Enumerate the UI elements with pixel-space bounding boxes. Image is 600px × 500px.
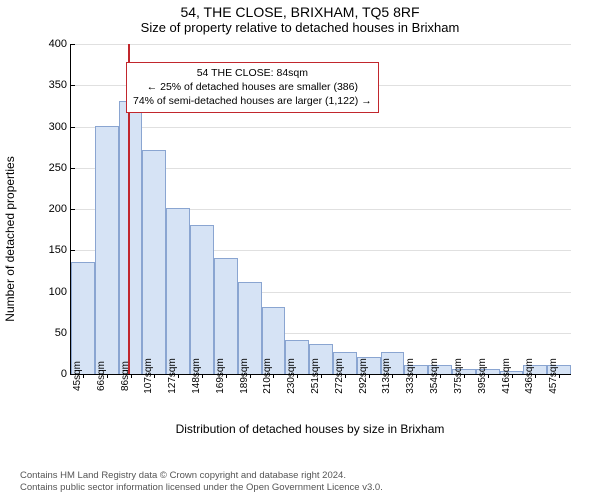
x-tick-mark xyxy=(440,374,441,378)
y-tick-label: 200 xyxy=(49,203,71,215)
annotation-line: 54 THE CLOSE: 84sqm xyxy=(133,66,372,80)
bar xyxy=(142,150,166,374)
x-tick-label: 416sqm xyxy=(498,358,512,394)
y-tick-label: 50 xyxy=(55,327,71,339)
x-tick-mark xyxy=(83,374,84,378)
x-tick-mark xyxy=(321,374,322,378)
y-tick-label: 400 xyxy=(49,38,71,50)
chart: Number of detached properties 0501001502… xyxy=(40,44,580,434)
y-tick-label: 250 xyxy=(49,162,71,174)
x-tick-mark xyxy=(464,374,465,378)
bar xyxy=(95,126,119,375)
x-tick-mark xyxy=(273,374,274,378)
x-tick-label: 436sqm xyxy=(521,358,535,394)
x-tick-label: 210sqm xyxy=(259,358,273,394)
x-tick-label: 313sqm xyxy=(378,358,392,394)
x-tick-mark xyxy=(535,374,536,378)
x-tick-label: 251sqm xyxy=(307,358,321,394)
annotation-line: ← 25% of detached houses are smaller (38… xyxy=(133,80,372,94)
bar-slot: 333sqm xyxy=(404,44,428,374)
bar-slot: 45sqm xyxy=(71,44,95,374)
x-tick-label: 107sqm xyxy=(140,358,154,394)
bar-slot: 436sqm xyxy=(523,44,547,374)
annotation-line: 74% of semi-detached houses are larger (… xyxy=(133,94,372,108)
x-tick-label: 127sqm xyxy=(164,358,178,394)
annotation-box: 54 THE CLOSE: 84sqm← 25% of detached hou… xyxy=(126,62,379,113)
bar xyxy=(119,101,143,374)
plot-area: 05010015020025030035040045sqm66sqm86sqm1… xyxy=(70,44,571,375)
y-tick-label: 150 xyxy=(49,244,71,256)
x-tick-label: 66sqm xyxy=(93,361,107,391)
x-tick-label: 189sqm xyxy=(236,358,250,394)
x-tick-mark xyxy=(202,374,203,378)
bar xyxy=(71,262,95,374)
x-tick-label: 169sqm xyxy=(212,358,226,394)
bar-slot: 313sqm xyxy=(381,44,405,374)
x-tick-mark xyxy=(392,374,393,378)
page-title: 54, THE CLOSE, BRIXHAM, TQ5 8RF xyxy=(0,0,600,20)
x-tick-label: 230sqm xyxy=(283,358,297,394)
bar-slot: 66sqm xyxy=(95,44,119,374)
x-tick-mark xyxy=(416,374,417,378)
bar-slot: 354sqm xyxy=(428,44,452,374)
y-axis-label: Number of detached properties xyxy=(3,156,17,321)
y-tick-label: 100 xyxy=(49,286,71,298)
x-tick-label: 148sqm xyxy=(188,358,202,394)
bar-slot: 457sqm xyxy=(547,44,571,374)
x-tick-label: 395sqm xyxy=(474,358,488,394)
bar xyxy=(166,208,190,374)
bar xyxy=(190,225,214,375)
bar-slot: 375sqm xyxy=(452,44,476,374)
credits-line: Contains public sector information licen… xyxy=(20,482,590,494)
x-tick-label: 272sqm xyxy=(331,358,345,394)
bar-slot: 395sqm xyxy=(476,44,500,374)
x-tick-label: 375sqm xyxy=(450,358,464,394)
credits: Contains HM Land Registry data © Crown c… xyxy=(20,470,590,494)
page-subtitle: Size of property relative to detached ho… xyxy=(0,20,600,37)
x-tick-mark xyxy=(178,374,179,378)
y-tick-label: 300 xyxy=(49,121,71,133)
x-tick-mark xyxy=(297,374,298,378)
credits-line: Contains HM Land Registry data © Crown c… xyxy=(20,470,590,482)
x-tick-label: 457sqm xyxy=(545,358,559,394)
x-tick-label: 292sqm xyxy=(355,358,369,394)
x-tick-label: 354sqm xyxy=(426,358,440,394)
x-tick-label: 333sqm xyxy=(402,358,416,394)
x-tick-mark xyxy=(154,374,155,378)
y-tick-label: 350 xyxy=(49,79,71,91)
bar-slot: 416sqm xyxy=(500,44,524,374)
bar xyxy=(214,258,238,375)
x-tick-label: 45sqm xyxy=(69,361,83,391)
x-tick-mark xyxy=(559,374,560,378)
x-axis-label: Distribution of detached houses by size … xyxy=(40,422,580,436)
